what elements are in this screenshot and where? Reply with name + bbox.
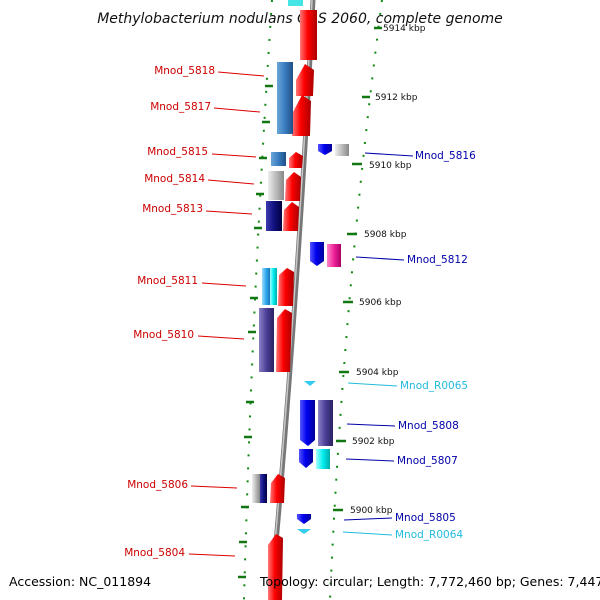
- guide-curves: [243, 0, 383, 600]
- kbp-label: 5906 kbp: [359, 298, 402, 308]
- gene-label[interactable]: Mnod_R0065: [400, 380, 468, 392]
- accession-text: Accession: NC_011894: [9, 574, 151, 589]
- kbp-label: 5902 kbp: [352, 437, 395, 447]
- scale-ticks: [238, 26, 382, 579]
- reverse-strand-genes: [297, 144, 349, 534]
- right-gene-labels: Mnod_5816 Mnod_5812 Mnod_R0065 Mnod_5808…: [395, 150, 476, 541]
- kbp-label: 5908 kbp: [364, 230, 407, 240]
- gene-label[interactable]: Mnod_5814: [144, 173, 205, 185]
- kbp-label: 5914 kbp: [383, 24, 426, 34]
- gene-label[interactable]: Mnod_5805: [395, 512, 456, 524]
- kbp-label: 5904 kbp: [356, 368, 399, 378]
- gene-label[interactable]: Mnod_5818: [154, 65, 215, 77]
- gene-label[interactable]: Mnod_5817: [150, 101, 211, 113]
- forward-category-blocks: [252, 62, 293, 503]
- gene-label[interactable]: Mnod_5807: [397, 455, 458, 467]
- kbp-label: 5910 kbp: [369, 161, 412, 171]
- gene-label[interactable]: Mnod_5808: [398, 420, 459, 432]
- kbp-label: 5912 kbp: [375, 93, 418, 103]
- kbp-label: 5900 kbp: [350, 506, 393, 516]
- left-gene-labels: Mnod_5818 Mnod_5817 Mnod_5815 Mnod_5814 …: [124, 65, 215, 559]
- right-leaders: [342, 152, 414, 536]
- gene-label[interactable]: Mnod_5811: [137, 275, 198, 287]
- gene-label[interactable]: Mnod_R0064: [395, 529, 463, 541]
- forward-strand-genes: [268, 0, 317, 600]
- gene-label[interactable]: Mnod_5815: [147, 146, 208, 158]
- genome-summary-text: Topology: circular; Length: 7,772,460 bp…: [259, 574, 600, 589]
- left-leaders: [188, 71, 265, 557]
- gene-label[interactable]: Mnod_5804: [124, 547, 185, 559]
- gene-label[interactable]: Mnod_5810: [133, 329, 194, 341]
- gene-label[interactable]: Mnod_5813: [142, 203, 203, 215]
- gene-label[interactable]: Mnod_5806: [127, 479, 188, 491]
- gene-label[interactable]: Mnod_5812: [407, 254, 468, 266]
- gene-label[interactable]: Mnod_5816: [415, 150, 476, 162]
